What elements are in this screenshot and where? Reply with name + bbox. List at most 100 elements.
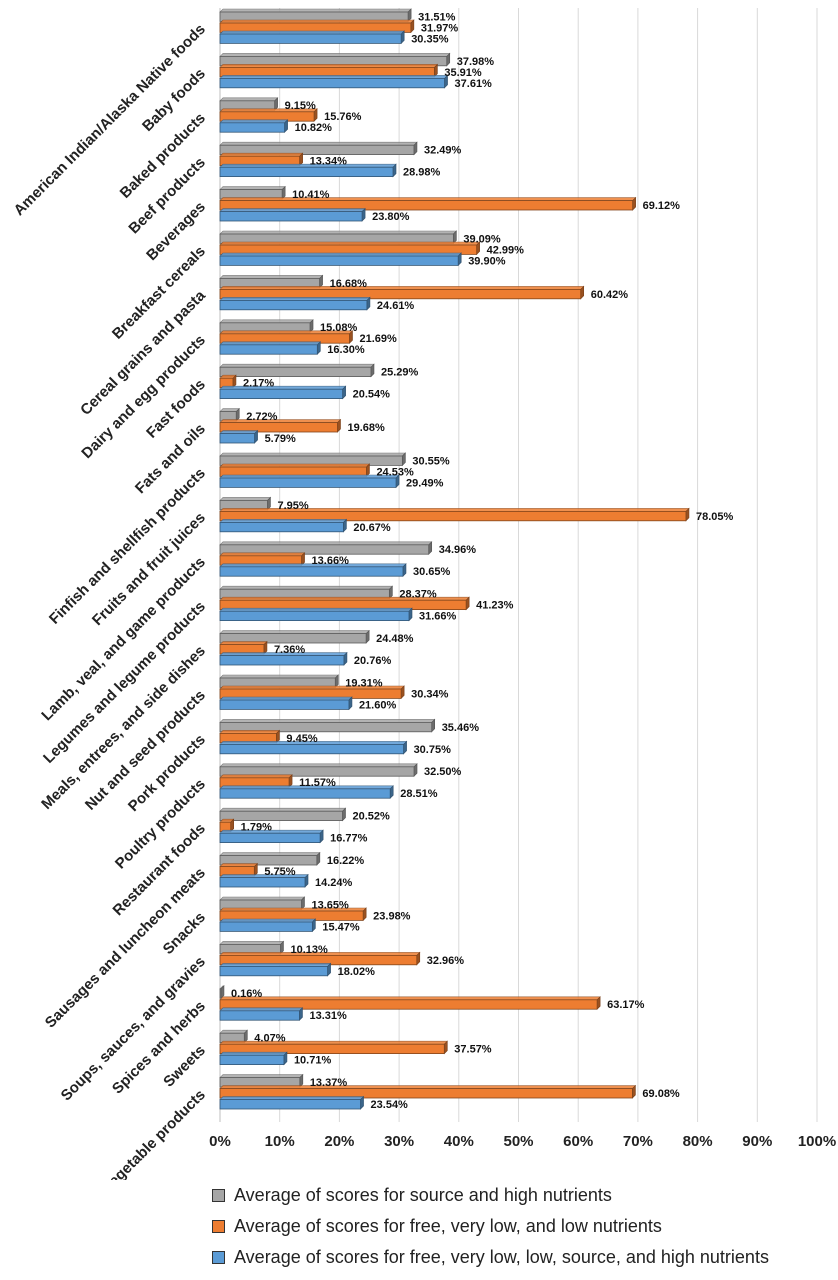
bar — [219, 122, 285, 133]
data-label: 11.57% — [299, 777, 336, 789]
legend: Average of scores for source and high nu… — [212, 1180, 769, 1273]
bar-top — [219, 141, 418, 146]
legend-label: Average of scores for free, very low, lo… — [234, 1247, 769, 1267]
bar-top — [219, 863, 259, 867]
bar — [219, 699, 350, 710]
bar — [219, 544, 430, 555]
data-label: 21.69% — [359, 333, 397, 345]
bar-top — [219, 630, 370, 634]
category-label: Meals, entrees, and side dishes — [38, 642, 209, 813]
category-label: Beef products — [125, 154, 208, 237]
x-tick-label: 20% — [324, 1133, 354, 1150]
legend-label: Average of scores for free, very low, an… — [234, 1216, 662, 1236]
bar-top — [219, 963, 332, 967]
data-label: 2.72% — [246, 411, 277, 423]
bar-top — [219, 452, 407, 457]
bar-top — [219, 585, 394, 590]
legend-swatch-blue — [212, 1251, 225, 1264]
bar — [219, 832, 321, 844]
legend-label: Average of scores for source and high nu… — [234, 1185, 612, 1205]
data-label: 30.35% — [411, 33, 449, 45]
bar — [219, 166, 394, 177]
category-label: Vegetables and vegetable products — [19, 1086, 208, 1180]
data-label: 16.68% — [330, 278, 368, 290]
data-label: 39.09% — [463, 233, 501, 245]
data-label: 9.45% — [286, 733, 317, 745]
data-label: 2.17% — [243, 378, 274, 390]
bar-top — [219, 252, 462, 257]
bar — [219, 522, 344, 533]
bar-top — [219, 1051, 288, 1056]
data-label: 23.98% — [373, 910, 411, 922]
data-label: 13.37% — [310, 1077, 348, 1089]
bar-top — [219, 53, 451, 57]
bar-top — [219, 896, 306, 901]
data-label: 14.24% — [315, 877, 353, 889]
data-label: 30.34% — [411, 688, 449, 700]
bar — [219, 388, 344, 400]
data-label: 13.66% — [312, 555, 350, 567]
bar-top — [219, 541, 433, 546]
x-tick-label: 70% — [623, 1133, 653, 1150]
data-label: 19.68% — [347, 422, 385, 434]
bar-top — [219, 197, 637, 201]
bar — [219, 966, 328, 977]
bar-top — [219, 119, 289, 124]
data-label: 7.36% — [274, 644, 305, 656]
bar-top — [219, 1096, 365, 1100]
bar-top — [219, 1029, 249, 1034]
bar — [219, 788, 391, 799]
bar-top — [219, 1074, 304, 1078]
bars — [219, 8, 690, 1110]
bar — [219, 810, 343, 822]
data-label: 23.54% — [371, 1099, 409, 1111]
data-label: 31.51% — [418, 11, 456, 23]
legend-swatch-orange — [212, 1220, 225, 1233]
bar-top — [219, 1085, 637, 1089]
bar-top — [219, 519, 348, 523]
bar-top — [219, 64, 439, 68]
bar-top — [219, 552, 306, 557]
data-label: 18.02% — [338, 966, 376, 978]
data-label: 25.29% — [381, 367, 419, 379]
data-label: 78.05% — [696, 511, 734, 523]
bar-top — [219, 696, 353, 701]
data-label: 24.53% — [376, 466, 414, 478]
data-label: 10.41% — [292, 189, 330, 201]
legend-item-all: Average of scores for free, very low, lo… — [212, 1242, 769, 1273]
bar — [219, 855, 318, 866]
bar-top — [219, 763, 418, 768]
category-label: Lamb, veal, and game products — [38, 554, 209, 725]
x-tick-label: 0% — [209, 1133, 231, 1150]
data-label: 39.90% — [468, 255, 506, 267]
bar — [219, 288, 582, 300]
bar-top — [219, 8, 412, 13]
data-label: 0.16% — [231, 988, 262, 1000]
category-label: Sausages and luncheon meats — [42, 864, 209, 1031]
bar — [219, 877, 306, 888]
bar — [219, 988, 222, 999]
bar-top — [219, 719, 436, 723]
bar-top — [219, 363, 375, 368]
bar-top — [219, 941, 285, 945]
legend-item-free-low: Average of scores for free, very low, an… — [212, 1211, 769, 1242]
bar — [219, 422, 338, 433]
data-label: 41.23% — [476, 600, 514, 612]
data-label: 37.98% — [457, 56, 495, 68]
bar-top — [219, 341, 322, 346]
data-label: 35.91% — [444, 67, 482, 79]
x-tick-label: 10% — [265, 1133, 295, 1150]
bar — [219, 211, 363, 222]
data-label: 30.75% — [414, 744, 452, 756]
data-label: 30.55% — [412, 455, 450, 467]
bar — [219, 1010, 300, 1021]
bar — [219, 33, 402, 44]
data-label: 16.77% — [330, 833, 368, 845]
bar-top — [219, 674, 340, 679]
data-label: 20.76% — [354, 655, 392, 667]
data-label: 16.22% — [327, 855, 365, 867]
bar — [219, 655, 345, 666]
x-tick-label: 60% — [563, 1133, 593, 1150]
data-label: 10.82% — [295, 122, 333, 134]
bar-top — [219, 275, 324, 279]
